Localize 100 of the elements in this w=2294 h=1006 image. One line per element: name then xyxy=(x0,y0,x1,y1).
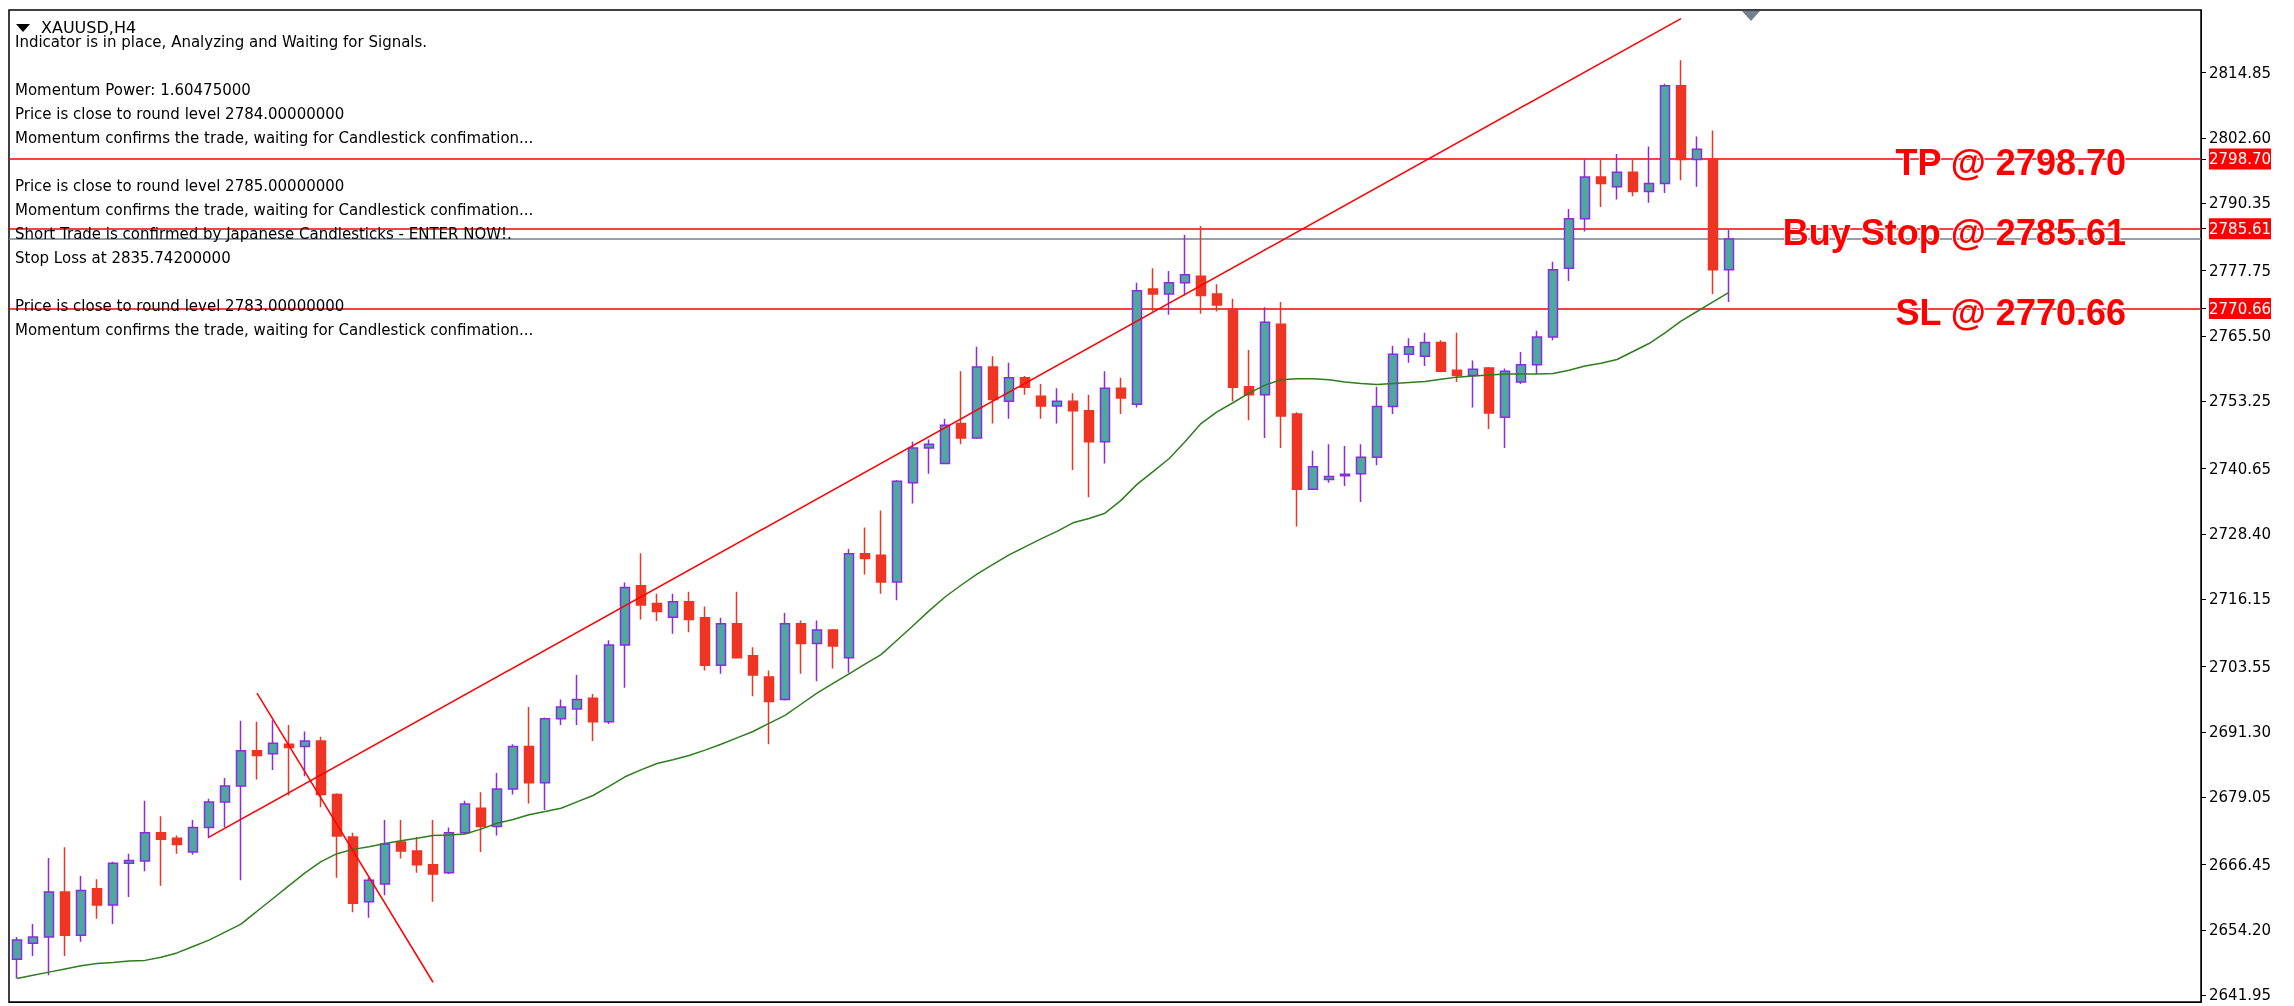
candlestick xyxy=(1307,450,1319,491)
candlestick xyxy=(171,834,183,855)
candlestick xyxy=(139,800,151,873)
candlestick xyxy=(1259,306,1271,439)
candlestick xyxy=(571,674,583,726)
candlestick xyxy=(539,716,551,811)
candlestick xyxy=(107,860,119,925)
candlestick xyxy=(43,857,55,977)
candlestick xyxy=(1499,367,1511,449)
candlestick xyxy=(859,526,871,576)
y-tick-label: 2740.65 xyxy=(2209,459,2272,478)
candlestick xyxy=(1547,261,1559,342)
candlestick xyxy=(1355,443,1367,503)
candlestick xyxy=(1291,411,1303,528)
y-tick-label: 2785.61 xyxy=(2209,219,2272,238)
candlestick xyxy=(971,345,983,440)
candlestick xyxy=(939,418,951,465)
candlestick xyxy=(331,792,343,879)
candlestick xyxy=(475,791,487,853)
annotation: Momentum Power: 1.60475000 Price is close to round level 2784.00000000 Momentum confirms the trade, waiting for Candlestick confimation... xyxy=(15,80,534,147)
candlestick xyxy=(203,797,215,839)
candlestick xyxy=(779,612,791,702)
candlestick xyxy=(1611,153,1623,201)
candlestick xyxy=(427,819,439,903)
candlestick xyxy=(1051,387,1063,425)
y-tick-label: 2790.35 xyxy=(2209,194,2272,213)
candlestick xyxy=(1179,233,1191,297)
candlestick xyxy=(1163,270,1175,316)
annotation: Price is close to round level 2785.00000000 Momentum confirms the trade, waiting for Candlestick confimation... Short Trade is confirmed by Japanese Candlesticks - ENTER NOW!. Stop Loss at 2835.74200000 xyxy=(15,176,534,267)
candlestick xyxy=(1595,158,1607,208)
y-tick-label: 2728.40 xyxy=(2209,525,2272,544)
candlestick xyxy=(1451,332,1463,383)
candlestick xyxy=(363,876,375,919)
candlestick xyxy=(507,743,519,796)
candlestick xyxy=(1515,351,1527,385)
candlestick xyxy=(1147,267,1159,313)
candlestick xyxy=(379,819,391,897)
y-tick-label: 2716.15 xyxy=(2209,590,2272,609)
candlestick xyxy=(235,720,247,882)
candlestick xyxy=(1659,82,1671,194)
candlestick xyxy=(795,619,807,675)
candlestick xyxy=(347,832,359,914)
candlestick xyxy=(1387,344,1399,415)
candlestick xyxy=(491,772,503,837)
y-tick-label: 2802.60 xyxy=(2209,129,2272,148)
candlestick xyxy=(987,355,999,425)
candlestick xyxy=(1035,383,1047,420)
candlestick xyxy=(1003,361,1015,420)
candlestick xyxy=(1115,376,1127,415)
candlestick xyxy=(1627,158,1639,197)
candlestick xyxy=(1467,359,1479,409)
candlestick xyxy=(267,719,279,771)
y-tick-label: 2777.75 xyxy=(2209,261,2272,280)
candlestick xyxy=(1099,370,1111,465)
candlestick xyxy=(27,923,39,957)
candlestick xyxy=(1675,59,1687,181)
y-tick-label: 2679.05 xyxy=(2209,788,2272,807)
candlestick xyxy=(843,548,855,674)
candlestick xyxy=(763,669,775,746)
candlestick xyxy=(955,370,967,446)
candlestick xyxy=(1707,129,1719,295)
y-tick-label: 2753.25 xyxy=(2209,392,2272,411)
candlestick xyxy=(251,721,263,781)
candlestick xyxy=(827,628,839,670)
candlestick xyxy=(1435,339,1447,374)
candlestick xyxy=(1483,366,1495,430)
candlestick xyxy=(1371,385,1383,466)
y-tick-label: 2691.30 xyxy=(2209,722,2272,741)
candlestick xyxy=(523,706,535,805)
y-tick-label: 2666.45 xyxy=(2209,855,2272,874)
candlestick xyxy=(1563,208,1575,282)
candlestick xyxy=(187,819,199,856)
candlestick xyxy=(1419,332,1431,367)
candlestick xyxy=(91,878,103,920)
candlestick xyxy=(731,590,743,660)
y-tick-label: 2641.95 xyxy=(2209,986,2272,1005)
candlestick xyxy=(635,552,647,621)
candlestick xyxy=(75,875,87,943)
y-tick-label: 2814.85 xyxy=(2209,63,2272,82)
y-tick-label: 2770.66 xyxy=(2209,299,2272,318)
candlestick xyxy=(283,724,295,797)
candlestick xyxy=(1227,297,1239,402)
candlestick xyxy=(715,617,727,675)
candlestick xyxy=(1243,349,1255,422)
candlestick xyxy=(1579,158,1591,233)
y-tick-label: 2703.55 xyxy=(2209,657,2272,676)
candlestick xyxy=(923,438,935,475)
candlestick xyxy=(1323,443,1335,484)
y-tick-label: 2654.20 xyxy=(2209,920,2272,939)
candlestick xyxy=(1067,392,1079,471)
candlestick xyxy=(555,698,567,726)
candlestick xyxy=(219,777,231,829)
candlestick xyxy=(651,593,663,622)
candlestick xyxy=(603,639,615,725)
y-tick-label: 2798.70 xyxy=(2209,149,2272,168)
candlestick xyxy=(1531,329,1543,375)
candlestick xyxy=(619,581,631,689)
candlestick xyxy=(1195,225,1207,315)
candlestick xyxy=(59,846,71,957)
candlestick xyxy=(1403,337,1415,364)
